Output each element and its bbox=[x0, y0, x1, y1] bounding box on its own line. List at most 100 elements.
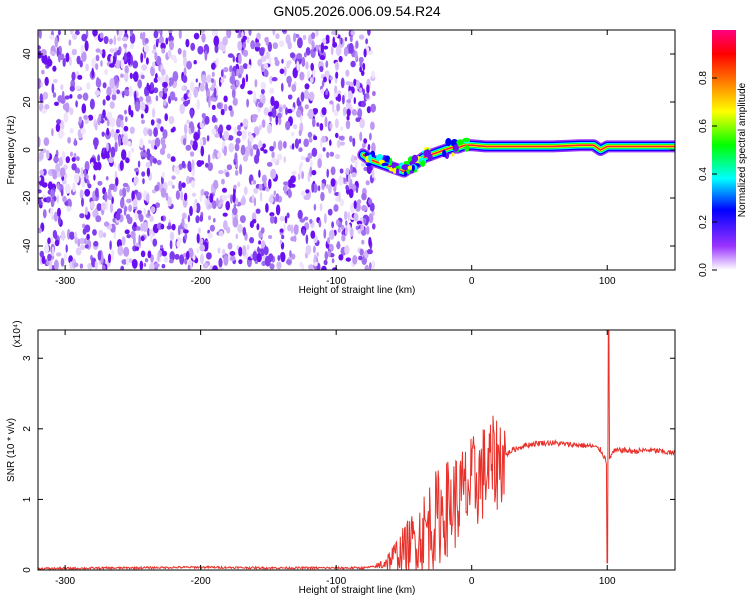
noise-blob bbox=[359, 131, 363, 142]
noise-blob bbox=[298, 129, 302, 137]
noise-blob bbox=[140, 235, 145, 242]
noise-blob bbox=[283, 223, 286, 233]
noise-blob bbox=[308, 137, 313, 143]
colorbar-ticks: 0.0 0.2 0.4 0.6 0.8 bbox=[698, 71, 717, 277]
noise-blob bbox=[95, 215, 102, 223]
noise-blob bbox=[256, 252, 262, 263]
noise-blob bbox=[113, 162, 117, 168]
noise-blob bbox=[342, 94, 345, 105]
noise-blob bbox=[47, 237, 51, 245]
noise-blob bbox=[159, 147, 166, 156]
noise-blob bbox=[64, 95, 70, 100]
noise-blob bbox=[102, 99, 106, 106]
noise-blob bbox=[296, 53, 303, 60]
noise-blob bbox=[43, 137, 50, 147]
noise-blob bbox=[323, 76, 327, 83]
noise-blob bbox=[163, 86, 168, 94]
noise-blob bbox=[234, 143, 240, 152]
noise-blob bbox=[359, 60, 363, 68]
noise-blob bbox=[80, 127, 86, 135]
noise-blob bbox=[330, 45, 334, 56]
noise-blob bbox=[250, 135, 254, 143]
noise-blob bbox=[351, 155, 355, 163]
noise-blob bbox=[257, 59, 263, 67]
noise-blob bbox=[340, 224, 345, 231]
noise-blob bbox=[222, 248, 226, 256]
noise-blob bbox=[181, 160, 186, 168]
noise-blob bbox=[275, 193, 280, 202]
noise-blob bbox=[359, 248, 364, 256]
noise-blob bbox=[115, 177, 119, 187]
noise-blob bbox=[161, 47, 166, 54]
noise-blob bbox=[52, 65, 57, 72]
noise-blob bbox=[262, 143, 266, 149]
noise-blob bbox=[263, 246, 269, 256]
snr-x-label: Height of straight line (km) bbox=[299, 585, 416, 596]
noise-blob bbox=[167, 196, 173, 207]
noise-blob bbox=[91, 58, 96, 69]
noise-blob bbox=[79, 189, 84, 199]
noise-blob bbox=[106, 142, 109, 152]
noise-blob bbox=[62, 57, 66, 67]
noise-blob bbox=[301, 56, 306, 67]
noise-blob bbox=[38, 189, 42, 194]
noise-blob bbox=[167, 180, 173, 186]
noise-blob bbox=[347, 224, 351, 232]
noise-blob bbox=[283, 184, 287, 194]
noise-blob bbox=[147, 209, 151, 216]
noise-blob bbox=[258, 184, 263, 191]
noise-blob bbox=[353, 97, 356, 105]
noise-blob bbox=[67, 137, 71, 144]
noise-blob bbox=[186, 90, 189, 95]
noise-blob bbox=[72, 182, 76, 193]
noise-blob bbox=[344, 245, 350, 255]
noise-blob bbox=[169, 251, 175, 262]
noise-blob bbox=[309, 166, 313, 178]
noise-blob bbox=[365, 225, 370, 235]
noise-blob bbox=[56, 194, 60, 204]
y-tick-label: -20 bbox=[22, 190, 33, 205]
noise-blob bbox=[162, 129, 168, 139]
noise-blob bbox=[227, 135, 234, 141]
noise-blob bbox=[143, 208, 147, 215]
noise-blob bbox=[249, 148, 254, 157]
noise-blob bbox=[55, 123, 61, 132]
noise-blob bbox=[277, 112, 282, 119]
noise-blob bbox=[278, 116, 282, 126]
noise-blob bbox=[293, 224, 299, 236]
noise-blob bbox=[57, 207, 61, 217]
noise-blob bbox=[170, 54, 177, 61]
noise-blob bbox=[185, 38, 190, 48]
noise-blob bbox=[287, 188, 292, 199]
noise-blob bbox=[235, 233, 238, 240]
noise-blob bbox=[230, 84, 234, 90]
noise-blob bbox=[235, 79, 240, 87]
noise-blob bbox=[68, 39, 72, 46]
noise-blob bbox=[102, 232, 107, 238]
noise-blob bbox=[101, 49, 106, 59]
noise-blob bbox=[242, 245, 247, 257]
noise-blob bbox=[70, 151, 73, 157]
noise-blob bbox=[345, 257, 351, 262]
noise-blob bbox=[287, 78, 292, 88]
noise-blob bbox=[371, 260, 376, 270]
noise-blob bbox=[240, 122, 243, 127]
noise-blob bbox=[81, 51, 87, 62]
noise-blob bbox=[200, 145, 205, 157]
noise-blob bbox=[191, 192, 197, 197]
noise-blob bbox=[313, 254, 317, 264]
noise-blob bbox=[323, 259, 328, 266]
noise-blob bbox=[217, 151, 222, 159]
noise-blob bbox=[297, 37, 303, 49]
noise-blob bbox=[140, 74, 145, 80]
noise-blob bbox=[334, 153, 341, 160]
noise-blob bbox=[161, 171, 165, 179]
noise-blob bbox=[269, 115, 272, 123]
noise-blob bbox=[316, 252, 320, 257]
noise-blob bbox=[109, 202, 114, 213]
noise-blob bbox=[169, 259, 174, 264]
noise-blob bbox=[92, 30, 98, 37]
noise-blob bbox=[302, 228, 306, 236]
signal-blob bbox=[395, 168, 400, 175]
